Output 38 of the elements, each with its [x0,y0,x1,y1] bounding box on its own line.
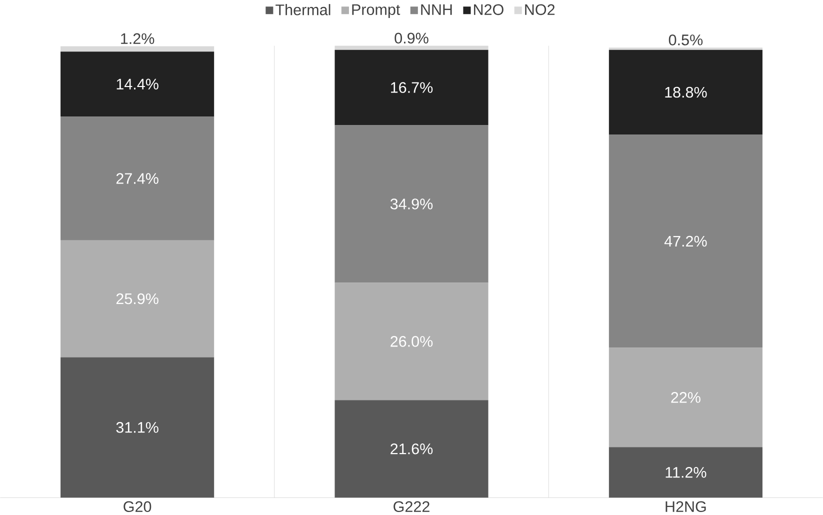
data-label: 14.4% [116,78,158,90]
bar [608,134,762,348]
bar [60,51,214,116]
data-label: 34.9% [390,198,433,210]
data-label: 18.8% [665,86,707,98]
legend-label: Thermal [276,4,330,16]
x-tick-label: G222 [394,501,430,512]
data-label: 26.0% [390,336,433,347]
data-label: 1.2% [121,33,154,44]
x-tick-label: H2NG [666,501,706,512]
data-label: 21.6% [390,443,433,454]
bar [60,46,214,52]
data-label: 31.1% [116,422,158,433]
bar [334,400,488,498]
bar [334,46,488,50]
bar [60,240,214,358]
bar [608,50,762,134]
bar [60,116,214,240]
bar [608,47,762,50]
legend-label: Prompt [352,4,400,18]
bar [334,50,488,126]
data-label: 0.9% [394,32,428,44]
bar [608,348,762,447]
data-label: 16.7% [391,82,433,93]
legend-label: NO2 [525,4,555,15]
data-label: 27.4% [116,172,158,184]
data-label: 22% [671,392,700,403]
bar [334,282,488,400]
legend-label: NNH [421,4,452,15]
data-label: 25.9% [116,293,158,304]
data-label: 0.5% [668,34,703,46]
bar [60,357,214,498]
data-label: 47.2% [664,236,707,246]
bar [334,125,488,283]
data-label: 11.2% [666,466,706,478]
bar [608,446,762,498]
legend-label: N2O [474,4,504,15]
x-tick-label: G20 [124,501,152,512]
